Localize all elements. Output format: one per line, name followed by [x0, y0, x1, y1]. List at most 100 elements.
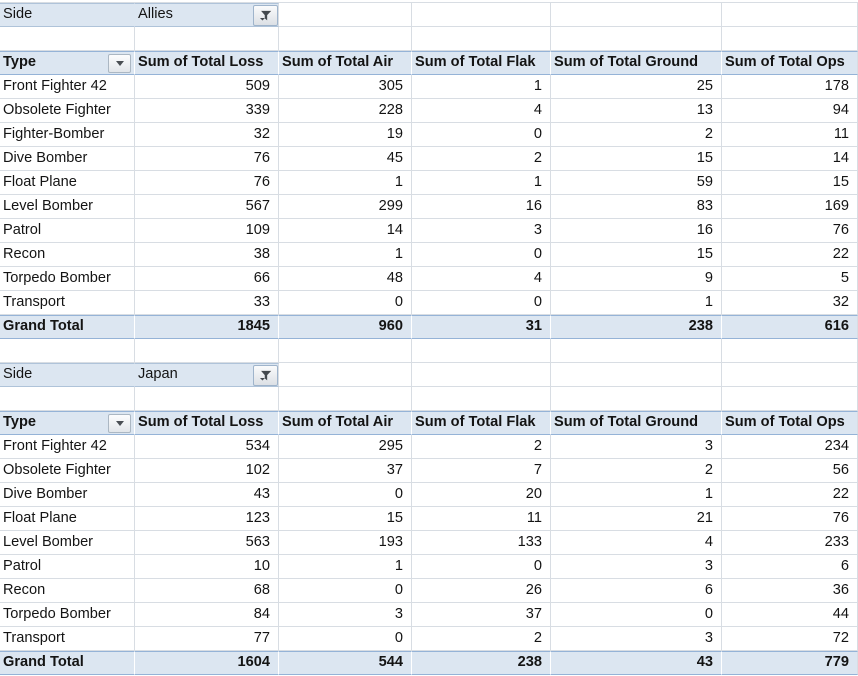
value-cell[interactable]: 11 [722, 123, 858, 147]
value-cell[interactable]: 1 [279, 243, 412, 267]
value-cell[interactable]: 15 [551, 243, 722, 267]
value-cell[interactable]: 25 [551, 75, 722, 99]
value-cell[interactable]: 238 [412, 651, 551, 675]
value-cell[interactable]: 6 [551, 579, 722, 603]
column-header[interactable]: Sum of Total Air [279, 411, 412, 435]
value-cell[interactable]: 20 [412, 483, 551, 507]
value-cell[interactable]: 1 [279, 171, 412, 195]
type-cell[interactable]: Grand Total [0, 315, 135, 339]
value-cell[interactable]: 68 [135, 579, 279, 603]
value-cell[interactable]: 3 [412, 219, 551, 243]
value-cell[interactable]: 33 [135, 291, 279, 315]
value-cell[interactable]: 4 [412, 99, 551, 123]
value-cell[interactable]: 123 [135, 507, 279, 531]
value-cell[interactable]: 7 [412, 459, 551, 483]
filter-button[interactable] [253, 5, 278, 26]
value-cell[interactable]: 233 [722, 531, 858, 555]
column-header-type[interactable]: Type [0, 411, 135, 435]
type-cell[interactable]: Torpedo Bomber [0, 267, 135, 291]
value-cell[interactable]: 3 [551, 555, 722, 579]
value-cell[interactable]: 0 [412, 123, 551, 147]
value-cell[interactable]: 960 [279, 315, 412, 339]
value-cell[interactable]: 84 [135, 603, 279, 627]
value-cell[interactable]: 3 [279, 603, 412, 627]
type-cell[interactable]: Torpedo Bomber [0, 603, 135, 627]
type-cell[interactable]: Front Fighter 42 [0, 75, 135, 99]
type-cell[interactable]: Transport [0, 291, 135, 315]
value-cell[interactable]: 299 [279, 195, 412, 219]
value-cell[interactable]: 9 [551, 267, 722, 291]
value-cell[interactable]: 1845 [135, 315, 279, 339]
column-header[interactable]: Sum of Total Ops [722, 411, 858, 435]
type-cell[interactable]: Level Bomber [0, 531, 135, 555]
value-cell[interactable]: 15 [722, 171, 858, 195]
value-cell[interactable]: 19 [279, 123, 412, 147]
type-cell[interactable]: Obsolete Fighter [0, 99, 135, 123]
value-cell[interactable]: 0 [279, 579, 412, 603]
type-cell[interactable]: Recon [0, 579, 135, 603]
value-cell[interactable]: 178 [722, 75, 858, 99]
value-cell[interactable]: 37 [412, 603, 551, 627]
type-cell[interactable]: Fighter-Bomber [0, 123, 135, 147]
value-cell[interactable]: 567 [135, 195, 279, 219]
type-cell[interactable]: Obsolete Fighter [0, 459, 135, 483]
value-cell[interactable]: 1 [412, 75, 551, 99]
value-cell[interactable]: 2 [412, 435, 551, 459]
value-cell[interactable]: 26 [412, 579, 551, 603]
value-cell[interactable]: 544 [279, 651, 412, 675]
value-cell[interactable]: 1 [551, 483, 722, 507]
column-header[interactable]: Sum of Total Flak [412, 51, 551, 75]
value-cell[interactable]: 1604 [135, 651, 279, 675]
value-cell[interactable]: 0 [279, 291, 412, 315]
value-cell[interactable]: 0 [412, 243, 551, 267]
value-cell[interactable]: 0 [412, 291, 551, 315]
value-cell[interactable]: 38 [135, 243, 279, 267]
type-cell[interactable]: Grand Total [0, 651, 135, 675]
type-cell[interactable]: Float Plane [0, 171, 135, 195]
value-cell[interactable]: 37 [279, 459, 412, 483]
value-cell[interactable]: 11 [412, 507, 551, 531]
value-cell[interactable]: 16 [551, 219, 722, 243]
value-cell[interactable]: 102 [135, 459, 279, 483]
type-cell[interactable]: Patrol [0, 555, 135, 579]
value-cell[interactable]: 77 [135, 627, 279, 651]
value-cell[interactable]: 59 [551, 171, 722, 195]
value-cell[interactable]: 48 [279, 267, 412, 291]
type-cell[interactable]: Dive Bomber [0, 483, 135, 507]
value-cell[interactable]: 2 [412, 147, 551, 171]
value-cell[interactable]: 0 [412, 555, 551, 579]
value-cell[interactable]: 56 [722, 459, 858, 483]
filter-field-label[interactable]: Side [0, 3, 135, 27]
filter-field-label[interactable]: Side [0, 363, 135, 387]
value-cell[interactable]: 339 [135, 99, 279, 123]
value-cell[interactable]: 234 [722, 435, 858, 459]
value-cell[interactable]: 2 [412, 627, 551, 651]
value-cell[interactable]: 13 [551, 99, 722, 123]
column-header[interactable]: Sum of Total Air [279, 51, 412, 75]
value-cell[interactable]: 36 [722, 579, 858, 603]
type-cell[interactable]: Recon [0, 243, 135, 267]
type-cell[interactable]: Patrol [0, 219, 135, 243]
column-header[interactable]: Sum of Total Flak [412, 411, 551, 435]
value-cell[interactable]: 509 [135, 75, 279, 99]
value-cell[interactable]: 44 [722, 603, 858, 627]
type-cell[interactable]: Float Plane [0, 507, 135, 531]
value-cell[interactable]: 66 [135, 267, 279, 291]
value-cell[interactable]: 15 [551, 147, 722, 171]
column-header-type[interactable]: Type [0, 51, 135, 75]
value-cell[interactable]: 305 [279, 75, 412, 99]
type-cell[interactable]: Front Fighter 42 [0, 435, 135, 459]
value-cell[interactable]: 76 [135, 147, 279, 171]
type-cell[interactable]: Dive Bomber [0, 147, 135, 171]
value-cell[interactable]: 14 [279, 219, 412, 243]
value-cell[interactable]: 6 [722, 555, 858, 579]
value-cell[interactable]: 133 [412, 531, 551, 555]
type-cell[interactable]: Level Bomber [0, 195, 135, 219]
filter-value-cell[interactable]: Allies [135, 3, 279, 27]
value-cell[interactable]: 4 [412, 267, 551, 291]
value-cell[interactable]: 193 [279, 531, 412, 555]
value-cell[interactable]: 31 [412, 315, 551, 339]
value-cell[interactable]: 534 [135, 435, 279, 459]
value-cell[interactable]: 16 [412, 195, 551, 219]
value-cell[interactable]: 94 [722, 99, 858, 123]
